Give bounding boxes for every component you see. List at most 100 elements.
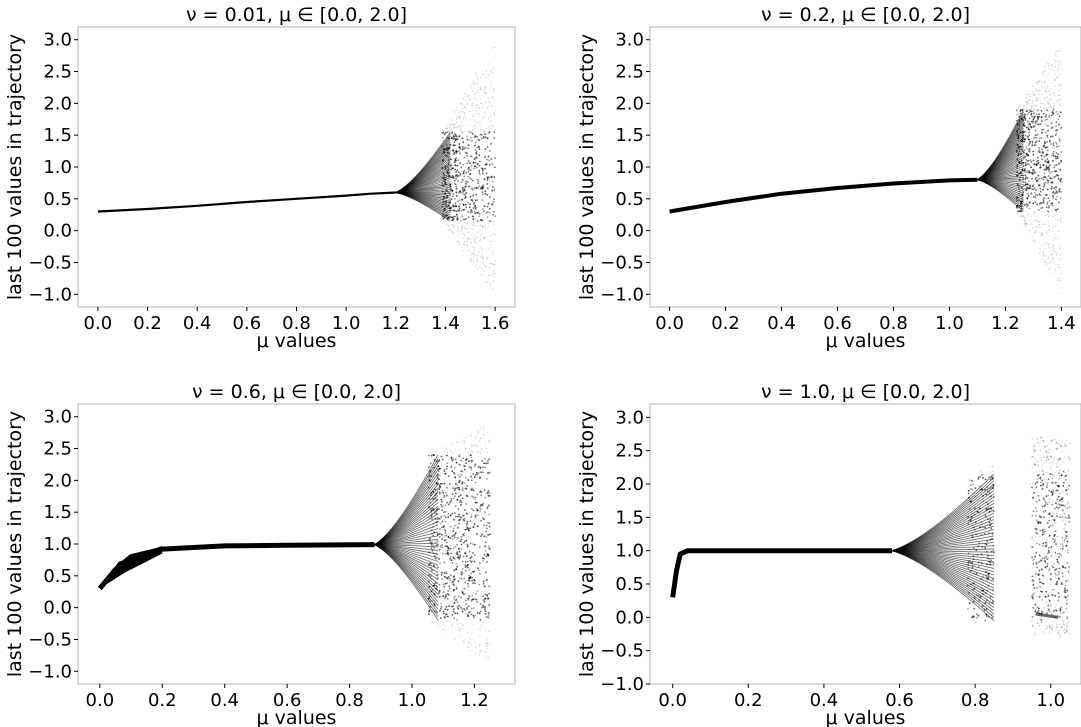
data-point [1056,449,1058,451]
data-point [993,551,995,554]
data-point [463,96,466,98]
data-point [1035,563,1038,566]
data-point [475,472,478,474]
data-point [1031,481,1034,484]
data-point [441,205,444,208]
chart-title: ν = 0.6, μ ∈ [0.0, 2.0] [192,381,401,403]
data-point [455,191,458,194]
data-point [1024,178,1027,180]
data-point [985,501,988,504]
data-point [458,629,460,631]
data-point [477,186,479,189]
data-point [1025,203,1028,206]
data-point [1041,610,1043,613]
data-point [1045,601,1048,604]
data-point [1039,187,1042,190]
data-point [1064,516,1067,519]
data-point [441,526,443,529]
data-point [476,113,478,115]
data-point [458,243,460,245]
data-point [985,575,988,578]
data-point [1045,169,1047,171]
data-point [1052,215,1054,218]
data-point [1032,624,1034,627]
data-point [1020,200,1023,203]
data-point [1038,596,1041,598]
data-point [483,91,485,93]
data-point [1016,124,1019,126]
data-point [463,587,466,590]
data-point [487,545,490,548]
data-point [470,644,472,646]
data-point [1050,122,1053,124]
data-point [1023,156,1026,158]
data-point [463,532,466,535]
data-point [984,601,987,604]
data-point [444,529,446,531]
data-point [1067,530,1069,533]
data-point [1067,598,1069,601]
data-point [1042,559,1044,562]
data-point [1048,483,1050,486]
data-point [456,441,458,443]
data-point [454,164,457,167]
data-point [469,454,472,456]
data-point [1050,143,1052,145]
data-point [474,83,476,85]
data-point [1046,444,1048,447]
data-point [1060,445,1063,447]
data-point [479,573,481,575]
data-point [431,509,433,512]
data-point [474,516,477,518]
data-point [460,606,462,609]
data-point [429,562,432,564]
data-point [439,528,441,530]
data-point [443,572,446,574]
data-point [440,483,443,485]
data-point [478,122,480,125]
data-point [441,578,443,581]
data-point [1068,520,1071,523]
data-point [1055,198,1057,201]
data-point [987,585,990,587]
data-point [464,509,466,511]
data-point [452,167,454,170]
data-point [477,162,479,165]
data-point [440,574,443,576]
data-point [476,509,478,512]
data-point [461,145,464,148]
data-point [483,535,485,538]
data-point [480,254,483,256]
data-point [1033,117,1035,120]
data-point [474,149,477,151]
data-point [444,516,447,519]
data-point [1029,125,1032,128]
data-point [1025,211,1027,213]
data-point [473,222,475,224]
data-point [457,227,459,230]
data-point [971,569,973,572]
data-point [434,451,436,453]
data-point [1060,104,1062,107]
data-point [1060,63,1062,66]
data-point [1023,216,1025,218]
data-point [445,165,448,168]
data-point [433,604,436,607]
data-point [972,600,975,603]
data-point [1058,140,1061,142]
data-point [1034,241,1036,244]
data-point [462,191,464,193]
data-point [449,227,451,230]
y-tick-label: 1.5 [43,502,72,523]
data-point [1026,169,1029,172]
data-point [1041,479,1044,482]
data-point [1057,495,1060,498]
data-point [1019,153,1022,156]
data-point [487,202,490,205]
data-point [973,526,975,529]
data-point [1040,201,1043,204]
data-point [1045,459,1048,461]
data-point [1053,187,1056,189]
data-point [1057,280,1059,282]
data-point [1028,121,1031,124]
